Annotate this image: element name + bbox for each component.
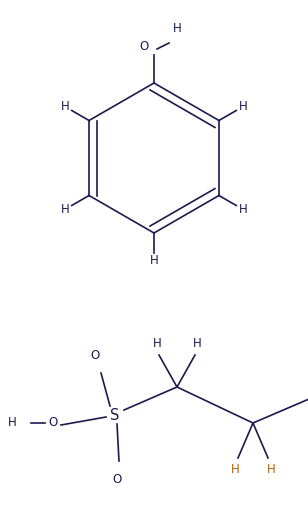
Text: O: O [90,349,99,362]
Text: S: S [110,408,120,422]
Text: H: H [267,463,275,476]
Text: O: O [112,473,122,486]
Text: H: H [172,22,181,35]
Text: H: H [150,254,158,267]
Text: H: H [153,337,161,350]
Text: H: H [239,100,248,113]
Text: H: H [60,100,69,113]
Text: H: H [231,463,239,476]
Text: O: O [140,40,149,53]
Text: H: H [60,203,69,216]
Text: O: O [48,417,58,430]
Text: H: H [8,417,17,430]
Text: H: H [239,203,248,216]
Text: H: H [192,337,201,350]
